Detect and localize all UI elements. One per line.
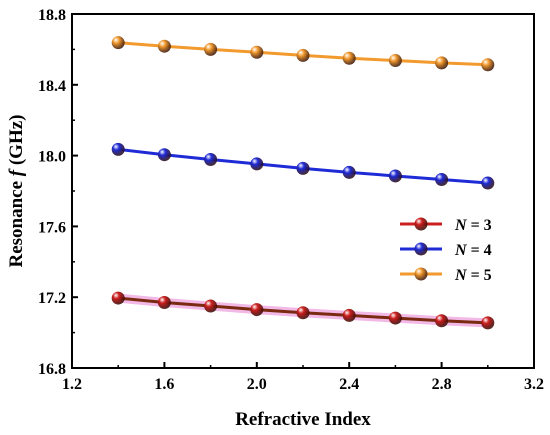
legend-label: N = 4 xyxy=(454,242,492,259)
data-point xyxy=(342,308,356,322)
legend-marker xyxy=(414,267,428,281)
data-point xyxy=(342,165,356,179)
legend-label: N = 5 xyxy=(454,267,492,284)
data-point xyxy=(250,303,264,317)
y-axis-title-variable: f xyxy=(6,168,27,176)
legend: N = 3N = 4N = 5 xyxy=(400,217,492,284)
data-point xyxy=(388,311,402,325)
data-point xyxy=(342,51,356,65)
y-axis-title-prefix: Resonance xyxy=(6,176,27,267)
data-point xyxy=(250,157,264,171)
y-tick-label: 18.4 xyxy=(38,78,66,95)
data-point xyxy=(481,176,495,190)
data-point xyxy=(296,161,310,175)
data-point xyxy=(157,296,171,310)
data-point xyxy=(111,142,125,156)
data-point xyxy=(111,36,125,50)
legend-label-variable: N xyxy=(454,267,468,284)
data-point xyxy=(481,58,495,72)
legend-marker xyxy=(414,217,428,231)
x-tick-label: 1.6 xyxy=(154,376,174,393)
x-tick-label: 2.4 xyxy=(339,376,359,393)
y-tick-label: 17.6 xyxy=(38,219,66,236)
data-point xyxy=(296,48,310,62)
y-tick-label: 18.8 xyxy=(38,7,66,24)
x-tick-label: 2.0 xyxy=(247,376,267,393)
legend-label-variable: N xyxy=(454,217,468,234)
x-tick-label: 3.2 xyxy=(524,376,544,393)
y-tick-label: 17.2 xyxy=(38,290,66,307)
data-point xyxy=(111,291,125,305)
data-point xyxy=(296,306,310,320)
y-tick-label: 16.8 xyxy=(38,361,66,378)
y-axis-title-suffix: (GHz) xyxy=(6,114,27,169)
series-lines xyxy=(113,41,493,328)
series-points xyxy=(111,36,495,330)
legend-label: N = 3 xyxy=(454,217,492,234)
axis-ticks: 1.2 1.6 2.0 2.4 2.8 3.2 16.8 17.2 17.6 18.0 18.4 18… xyxy=(38,7,544,393)
data-point xyxy=(435,56,449,70)
x-axis-title: Refractive Index xyxy=(235,409,371,430)
legend-label-value: = 4 xyxy=(467,242,492,259)
data-point xyxy=(481,316,495,330)
data-point xyxy=(250,45,264,59)
data-point xyxy=(204,42,218,56)
data-point xyxy=(388,54,402,68)
x-tick-label: 1.2 xyxy=(62,376,82,393)
y-axis-title: Resonance f (GHz) xyxy=(6,114,27,267)
data-point xyxy=(204,152,218,166)
data-point xyxy=(435,314,449,328)
legend-label-variable: N xyxy=(454,242,468,259)
data-point xyxy=(157,148,171,162)
legend-marker xyxy=(414,242,428,256)
x-tick-label: 2.8 xyxy=(432,376,452,393)
legend-label-value: = 5 xyxy=(467,267,492,284)
data-point xyxy=(204,299,218,313)
legend-label-value: = 3 xyxy=(467,217,492,234)
data-point xyxy=(388,169,402,183)
data-point xyxy=(435,172,449,186)
y-tick-label: 18.0 xyxy=(38,149,66,166)
data-point xyxy=(157,39,171,53)
